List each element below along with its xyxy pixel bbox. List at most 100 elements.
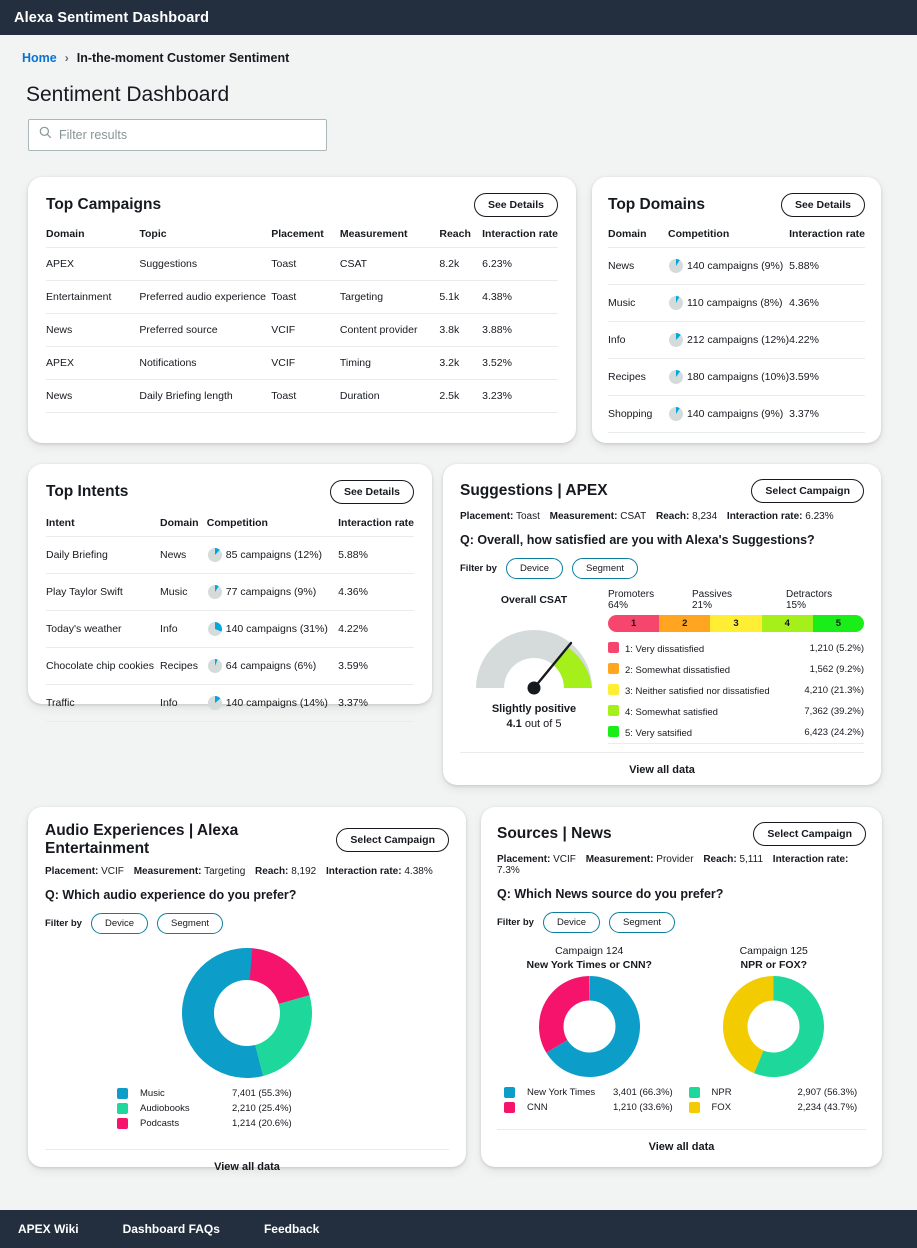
overall-csat-label: Overall CSAT [500, 594, 568, 606]
cell-competition: 140 campaigns (31%) [206, 610, 339, 648]
table-row[interactable]: News 140 campaigns (9%) 5.88% [608, 247, 865, 285]
filter-chip-device[interactable]: Device [505, 558, 563, 579]
meta-rate-value: 7.3% [497, 865, 520, 876]
legend-value: 2,210 (25.4%) [232, 1103, 292, 1114]
top-intents-table: Intent Domain Competition Interaction ra… [46, 517, 414, 722]
legend-swatch-icon [117, 1088, 128, 1099]
footer-link-dashboard-faqs[interactable]: Dashboard FAQs [122, 1222, 220, 1236]
filter-chip-segment[interactable]: Segment [609, 912, 676, 933]
top-intents-see-details-button[interactable]: See Details [329, 480, 414, 504]
scale-segment-5[interactable]: 5 [812, 615, 864, 632]
footer-link-apex-wiki[interactable]: APEX Wiki [18, 1222, 79, 1236]
suggestions-filter-row: Filter by Device Segment [460, 558, 864, 579]
suggestions-view-all-data-link[interactable]: View all data [629, 764, 695, 776]
breadcrumb-home[interactable]: Home [22, 51, 57, 65]
scale-segment-4[interactable]: 4 [761, 615, 813, 632]
cell-domain: News [608, 247, 668, 285]
audio-experiences-card: Audio Experiences | Alexa Entertainment … [28, 807, 466, 1173]
table-row[interactable]: Info 212 campaigns (12%) 4.22% [608, 321, 865, 359]
audio-view-all-data-link[interactable]: View all data [214, 1161, 280, 1173]
csat-gauge-block: Overall CSAT Slightly positive 4.1 out o… [460, 589, 608, 744]
campaign-125-title: Campaign 125 [739, 945, 808, 957]
filter-results-field[interactable] [59, 128, 316, 142]
scale-segment-2[interactable]: 2 [659, 615, 711, 632]
sources-view-all-data-link[interactable]: View all data [648, 1141, 715, 1153]
meta-reach-label: Reach: [655, 511, 690, 522]
sources-select-campaign-button[interactable]: Select Campaign [753, 822, 866, 846]
table-row[interactable]: APEX Suggestions Toast CSAT 8.2k 6.23% [46, 247, 558, 281]
cell-rate: 3.59% [789, 358, 865, 396]
filter-chip-device[interactable]: Device [542, 912, 600, 933]
legend-item: NPR 2,907 (56.3%) [688, 1085, 867, 1100]
audio-legend: Music 7,401 (55.3%) Audiobooks 2,210 (25.4%… [45, 1086, 449, 1131]
meta-placement-value: VCIF [553, 854, 576, 865]
cell-intent: Daily Briefing [46, 536, 161, 574]
campaign-125-subtitle: NPR or FOX? [740, 959, 807, 971]
audio-select-campaign-button[interactable]: Select Campaign [336, 828, 449, 852]
meta-rate-value: 6.23% [805, 511, 834, 522]
cell-domain: Shopping [608, 395, 668, 433]
legend-label: 5: Very satsified [608, 722, 795, 744]
table-row[interactable]: Music 110 campaigns (8%) 4.36% [608, 284, 865, 322]
top-campaigns-see-details-button[interactable]: See Details [473, 193, 558, 217]
audio-donut-chart [182, 948, 312, 1078]
table-row[interactable]: Play Taylor Swift Music 77 campaigns (9%) 4… [46, 573, 414, 611]
cell-domain: Music [608, 284, 668, 322]
search-input[interactable] [28, 119, 327, 151]
legend-label: 2: Somewhat dissatisfied [608, 659, 795, 680]
table-row[interactable]: Daily Briefing News 85 campaigns (12%) 5.88… [46, 536, 414, 574]
table-row[interactable]: News Preferred source VCIF Content provi… [46, 313, 558, 347]
cell-competition: 64 campaigns (6%) [206, 647, 339, 685]
legend-item: CNN 1,210 (33.6%) [504, 1100, 682, 1115]
top-domains-see-details-button[interactable]: See Details [780, 193, 865, 217]
nps-promoters-value: 64% [608, 600, 629, 611]
campaign-125-donut-chart [723, 976, 825, 1077]
filter-chip-segment[interactable]: Segment [572, 558, 639, 579]
footer: APEX Wiki Dashboard FAQs Feedback [0, 1210, 917, 1248]
breadcrumb: Home › In-the-moment Customer Sentiment [0, 35, 917, 65]
suggestions-title: Suggestions | APEX [460, 482, 608, 499]
legend-row: 1: Very dissatisfied 1,210 (5.2%) [608, 638, 864, 659]
table-row[interactable]: News Daily Briefing length Toast Duratio… [46, 379, 558, 413]
meta-placement-label: Placement: [45, 866, 99, 877]
scale-segment-1[interactable]: 1 [608, 615, 660, 632]
filter-chip-device[interactable]: Device [90, 913, 148, 934]
table-row[interactable]: Traffic Info 140 campaigns (14%) 3.37% [46, 684, 414, 722]
cell-placement: Toast [271, 247, 340, 281]
legend-swatch-icon [608, 705, 619, 716]
scale-segment-3[interactable]: 3 [710, 615, 762, 632]
table-row[interactable]: Recipes 180 campaigns (10%) 3.59% [608, 358, 865, 396]
meta-rate-label: Interaction rate: [772, 854, 849, 865]
csat-section: Overall CSAT Slightly positive 4.1 out o… [460, 589, 864, 744]
cell-intent: Chocolate chip cookies [46, 647, 161, 685]
csat-stats-block: Promoters 64% Passives 21% Detractors 15… [608, 589, 864, 744]
legend-swatch-icon [688, 1102, 700, 1113]
campaign-124-donut-chart [538, 976, 640, 1077]
meta-reach-label: Reach: [703, 854, 737, 865]
cell-domain: Info [608, 321, 668, 359]
cell-domain: News [46, 379, 140, 413]
table-header-row: Domain Topic Placement Measurement Reach… [46, 228, 558, 248]
csat-score-suffix: out of 5 [521, 718, 562, 730]
sources-title: Sources | News [497, 825, 612, 842]
sources-charts-row: Campaign 124 New York Times or CNN? New … [497, 945, 866, 1115]
cell-measurement: CSAT [339, 247, 440, 281]
nps-promoters: Promoters 64% [608, 589, 692, 611]
breadcrumb-current: In-the-moment Customer Sentiment [76, 51, 290, 65]
footer-link-feedback[interactable]: Feedback [263, 1222, 320, 1236]
campaign-125-block: Campaign 125 NPR or FOX? NPR 2,907 (56.3%… [682, 945, 867, 1115]
top-intents-header: Top Intents See Details [46, 480, 414, 504]
table-row[interactable]: Today's weather Info 140 campaigns (31%) 4.… [46, 610, 414, 648]
suggestions-select-campaign-button[interactable]: Select Campaign [751, 479, 864, 503]
top-campaigns-table: Domain Topic Placement Measurement Reach… [46, 228, 558, 413]
table-row[interactable]: Shopping 140 campaigns (9%) 3.37% [608, 395, 865, 433]
table-row[interactable]: Chocolate chip cookies Recipes 64 campaign… [46, 647, 414, 685]
nps-detractors-label: Detractors [786, 589, 833, 600]
cell-measurement: Targeting [339, 280, 440, 314]
table-row[interactable]: Entertainment Preferred audio experience… [46, 280, 558, 314]
table-row[interactable]: APEX Notifications VCIF Timing 3.2k 3.52… [46, 346, 558, 380]
legend-swatch-icon [608, 663, 619, 674]
filter-chip-segment[interactable]: Segment [157, 913, 224, 934]
